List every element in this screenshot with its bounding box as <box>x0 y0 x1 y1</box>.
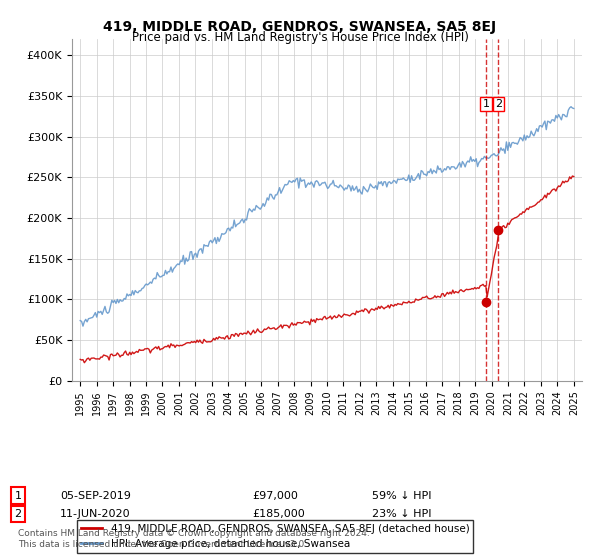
Text: £97,000: £97,000 <box>252 491 298 501</box>
Text: 11-JUN-2020: 11-JUN-2020 <box>60 509 131 519</box>
Text: 419, MIDDLE ROAD, GENDROS, SWANSEA, SA5 8EJ: 419, MIDDLE ROAD, GENDROS, SWANSEA, SA5 … <box>103 20 497 34</box>
Text: 2: 2 <box>14 509 22 519</box>
Text: £185,000: £185,000 <box>252 509 305 519</box>
Text: 59% ↓ HPI: 59% ↓ HPI <box>372 491 431 501</box>
Text: 1: 1 <box>14 491 22 501</box>
Text: 2: 2 <box>495 99 502 109</box>
Text: 1: 1 <box>482 99 490 109</box>
Text: 05-SEP-2019: 05-SEP-2019 <box>60 491 131 501</box>
Text: Contains HM Land Registry data © Crown copyright and database right 2024.
This d: Contains HM Land Registry data © Crown c… <box>18 529 370 549</box>
Text: Price paid vs. HM Land Registry's House Price Index (HPI): Price paid vs. HM Land Registry's House … <box>131 31 469 44</box>
Text: 23% ↓ HPI: 23% ↓ HPI <box>372 509 431 519</box>
Legend: 419, MIDDLE ROAD, GENDROS, SWANSEA, SA5 8EJ (detached house), HPI: Average price: 419, MIDDLE ROAD, GENDROS, SWANSEA, SA5 … <box>77 520 473 553</box>
